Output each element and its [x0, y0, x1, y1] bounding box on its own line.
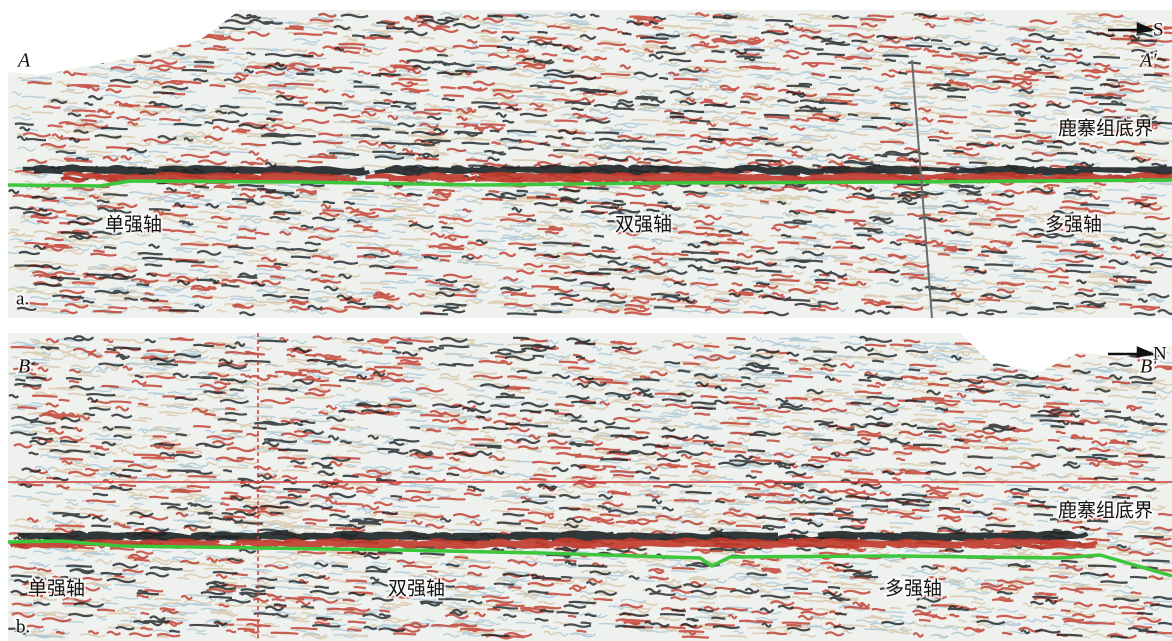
annotation: 单强轴 [105, 213, 162, 235]
end-label: A′ [1138, 50, 1157, 72]
horizon-label: 鹿寨组底界 [1058, 499, 1153, 521]
panel-label: b. [16, 616, 30, 637]
annotation: 单强轴 [28, 577, 85, 599]
annotation: 多强轴 [885, 577, 942, 599]
start-label: A [16, 50, 31, 72]
panel-label: a. [16, 288, 29, 309]
panel-b [8, 333, 1172, 641]
horizon-label: 鹿寨组底界 [1058, 117, 1153, 139]
annotation: 双强轴 [615, 213, 672, 235]
annotation: 多强轴 [1045, 213, 1102, 235]
figure: A A′ S 鹿寨组底界 单强轴 双强轴 多强轴 a. B B′ N 鹿寨组底界… [0, 0, 1172, 641]
panel-a [8, 10, 1172, 318]
start-label: B [18, 356, 30, 378]
annotation: 双强轴 [388, 577, 445, 599]
direction-label: S [1153, 19, 1164, 40]
direction-label: N [1153, 343, 1167, 364]
